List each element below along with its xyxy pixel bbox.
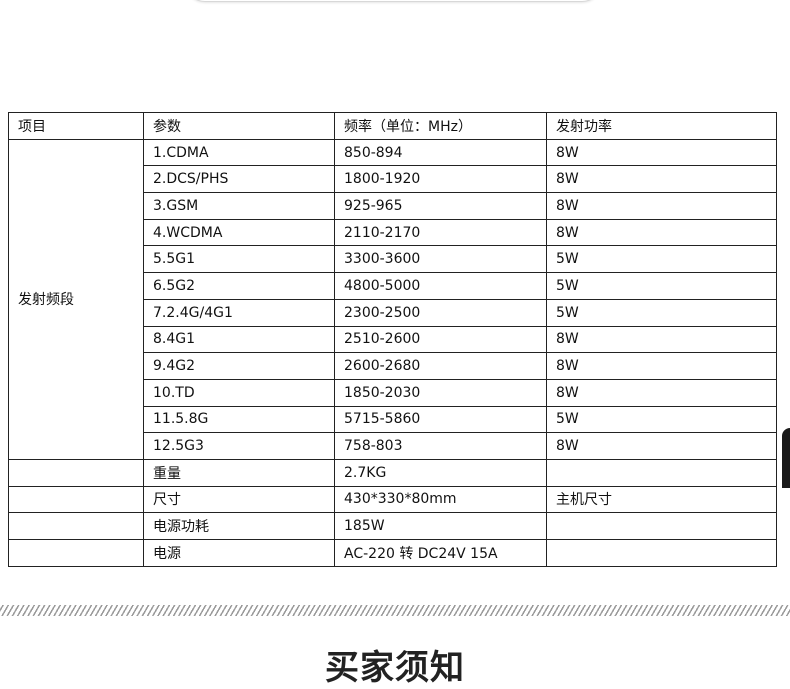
top-decorative-pill <box>185 0 602 2</box>
table-cell: 2510-2600 <box>334 325 547 354</box>
table-cell: 5W <box>546 245 777 274</box>
table-row: 电源 AC-220 转 DC24V 15A <box>8 539 777 567</box>
table-cell: 1850-2030 <box>334 378 547 407</box>
table-cell: 1.CDMA <box>143 138 335 167</box>
table-header-row: 项目 参数 频率（单位：MHz） 发射功率 <box>8 112 777 140</box>
table-row: 5.5G1 3300-3600 5W <box>9 245 777 274</box>
table-cell: 8W <box>546 352 777 380</box>
table-cell: 重量 <box>143 458 335 487</box>
table-cell <box>8 485 144 514</box>
table-cell: 9.4G2 <box>143 352 335 380</box>
table-cell: 3300-3600 <box>334 245 547 274</box>
spec-table: 项目 参数 频率（单位：MHz） 发射功率 发射频段 1.CDMA 850-894 8… <box>8 112 777 567</box>
table-cell: AC-220 转 DC24V 15A <box>334 539 547 567</box>
table-row: 重量 2.7KG <box>8 458 777 487</box>
table-cell: 2.7KG <box>334 458 547 487</box>
table-cell: 8W <box>546 432 777 460</box>
group-label-cell: 发射频段 <box>8 138 144 460</box>
header-cell: 项目 <box>8 112 144 140</box>
table-cell: 1800-1920 <box>334 165 547 194</box>
table-cell <box>546 512 777 540</box>
table-row: 4.WCDMA 2110-2170 8W <box>9 218 777 247</box>
table-cell <box>8 458 144 487</box>
table-row: 11.5.8G 5715-5860 5W <box>9 405 777 434</box>
header-cell: 发射功率 <box>546 112 777 140</box>
table-cell <box>546 539 777 567</box>
table-cell: 11.5.8G <box>143 405 335 434</box>
table-cell: 10.TD <box>143 378 335 407</box>
table-cell: 8W <box>546 192 777 220</box>
table-cell: 5715-5860 <box>334 405 547 434</box>
table-row: 电源功耗 185W <box>8 512 777 540</box>
table-row: 12.5G3 758-803 8W <box>9 432 777 460</box>
table-cell: 电源功耗 <box>143 512 335 540</box>
table-row: 3.GSM 925-965 8W <box>9 192 777 220</box>
table-cell: 4800-5000 <box>334 272 547 300</box>
table-row: 尺寸 430*330*80mm 主机尺寸 <box>8 485 777 514</box>
table-cell: 主机尺寸 <box>546 485 777 514</box>
table-cell: 8W <box>546 325 777 354</box>
table-row: 2.DCS/PHS 1800-1920 8W <box>9 165 777 194</box>
table-row: 6.5G2 4800-5000 5W <box>9 272 777 300</box>
table-cell: 8W <box>546 218 777 247</box>
table-cell <box>546 458 777 487</box>
header-cell: 频率（单位：MHz） <box>334 112 547 140</box>
table-cell: 3.GSM <box>143 192 335 220</box>
table-cell: 8W <box>546 165 777 194</box>
table-cell: 8W <box>546 378 777 407</box>
table-row: 7.2.4G/4G1 2300-2500 5W <box>9 298 777 327</box>
table-cell: 2110-2170 <box>334 218 547 247</box>
table-cell: 电源 <box>143 539 335 567</box>
table-cell: 7.2.4G/4G1 <box>143 298 335 327</box>
table-cell: 尺寸 <box>143 485 335 514</box>
table-cell: 4.WCDMA <box>143 218 335 247</box>
table-cell: 5.5G1 <box>143 245 335 274</box>
table-cell: 850-894 <box>334 138 547 167</box>
striped-divider <box>0 605 790 616</box>
table-cell: 2600-2680 <box>334 352 547 380</box>
table-row: 发射频段 1.CDMA 850-894 8W <box>8 138 777 460</box>
table-cell: 925-965 <box>334 192 547 220</box>
table-cell: 185W <box>334 512 547 540</box>
table-cell: 430*330*80mm <box>334 485 547 514</box>
table-cell <box>8 539 144 567</box>
table-cell: 758-803 <box>334 432 547 460</box>
table-cell: 12.5G3 <box>143 432 335 460</box>
table-cell: 8W <box>546 138 777 167</box>
table-row: 8.4G1 2510-2600 8W <box>9 325 777 354</box>
table-cell: 6.5G2 <box>143 272 335 300</box>
table-cell: 5W <box>546 272 777 300</box>
header-cell: 参数 <box>143 112 335 140</box>
table-cell <box>8 512 144 540</box>
table-row: 9.4G2 2600-2680 8W <box>9 352 777 380</box>
table-cell: 8.4G1 <box>143 325 335 354</box>
edge-decoration <box>782 428 790 488</box>
table-cell: 2.DCS/PHS <box>143 165 335 194</box>
table-cell: 5W <box>546 405 777 434</box>
table-cell: 5W <box>546 298 777 327</box>
section-heading: 买家须知 <box>325 648 465 688</box>
table-row: 10.TD 1850-2030 8W <box>9 378 777 407</box>
table-cell: 2300-2500 <box>334 298 547 327</box>
